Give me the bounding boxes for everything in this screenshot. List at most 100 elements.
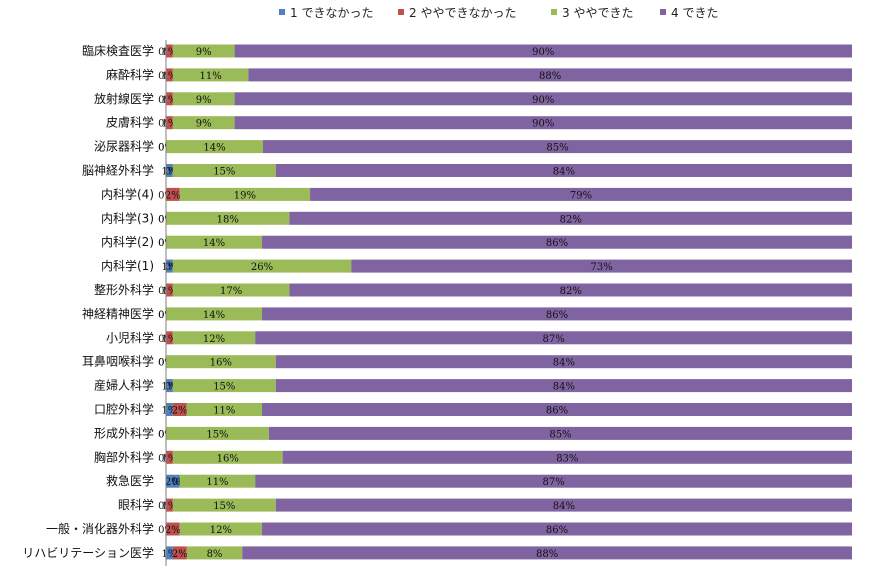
bar-segment-s4 (262, 235, 852, 249)
data-label-s2: 2% (165, 525, 181, 536)
category-label: 救急医学 (106, 473, 154, 488)
legend-label-1: 1 できなかった (290, 6, 373, 20)
data-label-s2: 1% (161, 286, 177, 297)
legend-swatch-2 (398, 9, 404, 15)
bar-segment-s4 (268, 426, 852, 440)
bar-segment-s3 (166, 426, 269, 440)
bar-segment-s3 (172, 44, 235, 58)
data-label-s3: 17% (220, 286, 242, 297)
bar-segment-s2 (172, 546, 187, 560)
bar-segment-s2 (166, 331, 173, 345)
category-label: 産婦人科学 (94, 378, 154, 393)
category-label: 皮膚科学 (106, 115, 154, 130)
bar-segment-s4 (262, 522, 852, 536)
category-label: 整形外科学 (94, 282, 154, 297)
bar-segment-s3 (172, 498, 276, 512)
data-label-s4: 79% (570, 190, 592, 201)
data-label-s4: 84% (553, 167, 575, 178)
data-label-s3: 8% (207, 549, 223, 560)
bar-segment-s3 (186, 546, 243, 560)
bar-segment-s3 (172, 450, 283, 464)
bar-segment-s4 (234, 116, 853, 130)
category-label: 神経精神医学 (82, 306, 154, 321)
bar-segment-s4 (248, 68, 852, 82)
data-label-s2: 1% (161, 119, 177, 130)
bar-segment-s3 (172, 116, 235, 130)
data-label-s3: 9% (196, 95, 212, 106)
data-label-s4: 84% (553, 382, 575, 393)
bar-segment-s4 (351, 259, 852, 273)
data-label-s3: 12% (210, 525, 232, 536)
data-label-s4: 90% (532, 119, 554, 130)
legend-label-2: 2 ややできなかった (409, 6, 516, 20)
bar-segment-s4 (234, 44, 853, 58)
bar-segment-s4 (275, 355, 852, 369)
category-label: 内科学(4) (101, 186, 154, 201)
bar-segment-s3 (179, 474, 256, 488)
data-label-s4: 84% (553, 501, 575, 512)
bar-segment-s3 (179, 187, 311, 201)
bar-segment-s2 (166, 116, 173, 130)
category-label: 麻酔科学 (106, 67, 154, 82)
data-label-s4: 73% (590, 262, 612, 273)
data-label-s3: 9% (196, 119, 212, 130)
data-label-s4: 87% (542, 334, 564, 345)
data-label-s1: 1% (161, 382, 177, 393)
data-label-s4: 82% (560, 214, 582, 225)
data-label-s3: 15% (206, 429, 228, 440)
category-label: 一般・消化器外科学 (46, 521, 154, 536)
data-label-s2: 1% (161, 501, 177, 512)
category-label: 泌尿器科学 (94, 139, 154, 154)
data-label-s4: 86% (546, 238, 568, 249)
legend-swatch-4 (660, 9, 666, 15)
category-label: リハビリテーション医学 (22, 545, 154, 560)
bar-segment-s4 (262, 403, 852, 416)
category-label: 胸部外科学 (94, 449, 154, 464)
category-label: 形成外科学 (94, 425, 154, 440)
data-label-s3: 9% (196, 47, 212, 58)
category-label: 眼科学 (118, 497, 154, 512)
bar-segment-s4 (289, 283, 853, 297)
data-label-s3: 19% (234, 190, 256, 201)
category-label: 臨床検査医学 (82, 43, 154, 58)
data-label-s4: 84% (553, 358, 575, 369)
bar-segment-s1 (166, 403, 173, 416)
data-label-s3: 14% (203, 238, 225, 249)
data-label-s3: 15% (213, 501, 235, 512)
bar-segment-s2 (166, 44, 173, 58)
bar-segment-s3 (172, 259, 352, 273)
bar-segment-s4 (262, 307, 852, 321)
bar-segment-s4 (255, 474, 852, 488)
data-label-s3: 26% (251, 262, 273, 273)
data-label-s4: 86% (546, 310, 568, 321)
bar-segment-s4 (289, 211, 853, 225)
bar-segment-s3 (172, 68, 249, 82)
data-label-s2: 2% (165, 190, 181, 201)
bar-segment-s3 (179, 522, 263, 536)
legend-label-3: 3 ややできた (562, 6, 633, 20)
data-label-s3: 15% (213, 382, 235, 393)
data-label-s1: 1% (161, 262, 177, 273)
legend-label-4: 4 できた (671, 6, 718, 20)
data-label-s3: 12% (203, 334, 225, 345)
data-label-s3: 11% (206, 477, 228, 488)
data-label-s3: 11% (199, 71, 221, 82)
legend-swatch-1 (279, 9, 285, 15)
category-label: 小児科学 (106, 330, 154, 345)
data-label-s2: 1% (161, 453, 177, 464)
data-label-s4: 86% (546, 525, 568, 536)
bar-segment-s3 (166, 307, 263, 321)
data-label-s4: 90% (532, 47, 554, 58)
data-label-s3: 16% (217, 453, 239, 464)
data-label-s4: 85% (546, 143, 568, 154)
bar-segment-s4 (275, 164, 852, 177)
bar-segment-s2 (172, 403, 187, 416)
bar-segment-s3 (172, 379, 276, 393)
bar-segment-s3 (172, 331, 256, 345)
bar-segment-s4 (275, 379, 852, 393)
data-label-s4: 82% (560, 286, 582, 297)
data-label-s2: 2% (172, 406, 188, 417)
bar-segment-s3 (166, 211, 290, 225)
